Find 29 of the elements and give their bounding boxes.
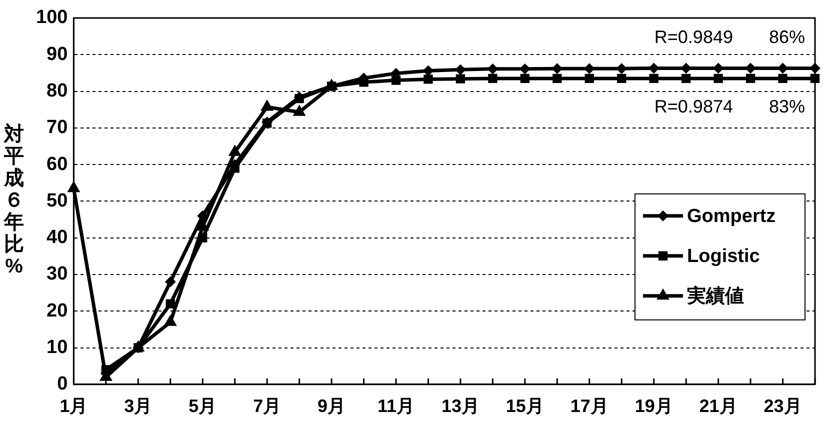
x-tick-label: 15月 bbox=[506, 396, 544, 416]
x-tick-label: 9月 bbox=[318, 396, 346, 416]
y-tick-label: 10 bbox=[46, 336, 68, 358]
y-tick-label: 70 bbox=[46, 117, 68, 138]
y-tick-label: 0 bbox=[57, 374, 68, 395]
y-tick-label: 40 bbox=[46, 227, 68, 248]
x-tick-label: 13月 bbox=[441, 396, 480, 416]
annotation: R=0.9849 86% bbox=[654, 27, 805, 48]
legend-label: 実績値 bbox=[686, 285, 744, 308]
annotation: R=0.9874 83% bbox=[654, 96, 805, 117]
x-tick-label: 11月 bbox=[377, 396, 415, 416]
y-tick-label: 100 bbox=[36, 7, 68, 28]
y-tick-label: 60 bbox=[46, 154, 68, 175]
y-tick-label: 30 bbox=[46, 264, 68, 285]
x-tick-label: 7月 bbox=[253, 396, 282, 416]
x-tick-label: 3月 bbox=[124, 396, 152, 416]
y-tick-label: 50 bbox=[46, 190, 68, 212]
x-tick-label: 19月 bbox=[634, 396, 673, 416]
legend-label: Gompertz bbox=[687, 206, 776, 228]
x-tick-label: 5月 bbox=[188, 396, 217, 416]
x-tick-label: 1月 bbox=[60, 396, 88, 416]
y-tick-label: 90 bbox=[46, 44, 68, 65]
x-tick-label: 23月 bbox=[764, 396, 802, 416]
y-tick-label: 20 bbox=[46, 300, 68, 322]
legend-label: Logistic bbox=[687, 246, 760, 268]
y-axis-title: 対平成６年比% bbox=[3, 122, 24, 278]
x-tick-label: 17月 bbox=[570, 396, 608, 416]
x-tick-label: 21月 bbox=[699, 396, 738, 416]
y-tick-label: 80 bbox=[46, 80, 68, 102]
